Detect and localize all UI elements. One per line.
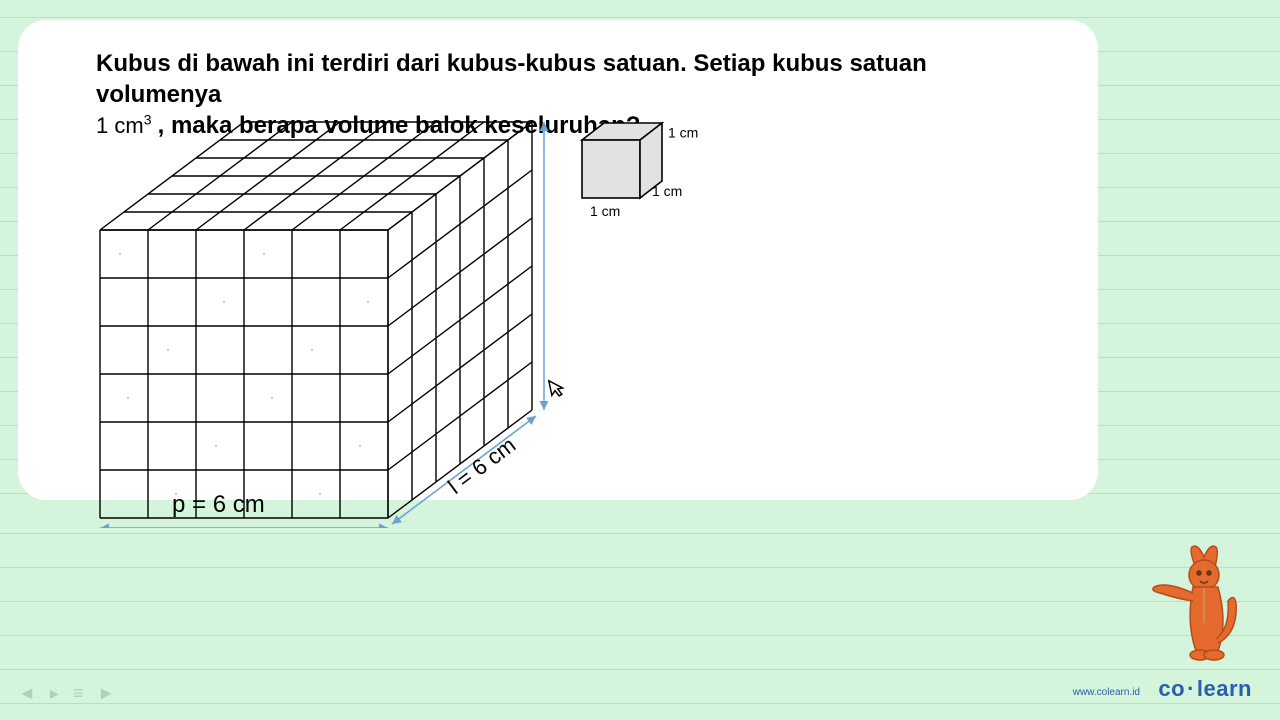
mascot-cat [1148, 543, 1248, 668]
diagram-area: p = 6 cm l = 6 cm 1 cm 1 cm 1 cm [96, 118, 736, 533]
playback-controls[interactable]: ◄ ▸ ≡ ► [18, 683, 115, 704]
play-icon[interactable]: ▸ [50, 683, 59, 704]
svg-text:1 cm: 1 cm [652, 183, 682, 199]
svg-text:1 cm: 1 cm [590, 203, 620, 219]
large-cube-svg: p = 6 cm l = 6 cm 1 cm 1 cm 1 cm [96, 118, 736, 528]
svg-text:p = 6 cm: p = 6 cm [172, 491, 265, 518]
question-line1: Kubus di bawah ini terdiri dari kubus-ku… [96, 50, 927, 108]
brand-dot: · [1185, 676, 1197, 701]
prev-icon[interactable]: ◄ [18, 683, 36, 704]
svg-text:1 cm: 1 cm [668, 125, 698, 141]
list-icon[interactable]: ≡ [73, 683, 84, 704]
svg-text:l = 6 cm: l = 6 cm [443, 432, 520, 499]
next-icon[interactable]: ► [97, 683, 115, 704]
question-card: Kubus di bawah ini terdiri dari kubus-ku… [18, 20, 1098, 500]
brand-url: www.colearn.id [1073, 687, 1140, 698]
brand-logo: co·learn [1158, 676, 1252, 702]
